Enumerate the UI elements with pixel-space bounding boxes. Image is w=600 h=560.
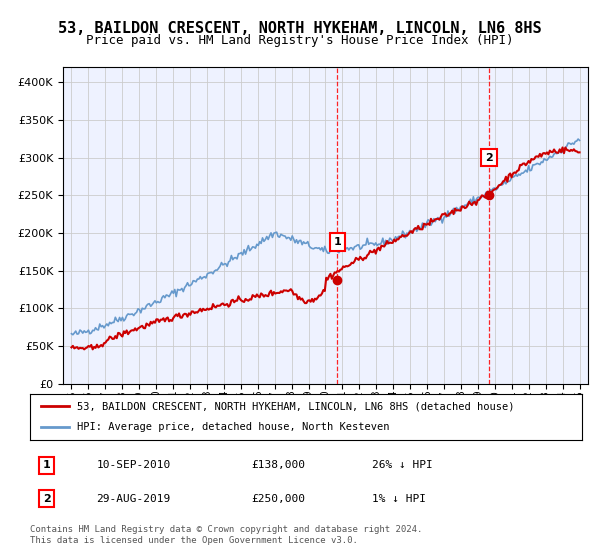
Text: 2: 2: [43, 493, 50, 503]
Text: 1: 1: [43, 460, 50, 470]
Text: 29-AUG-2019: 29-AUG-2019: [96, 493, 170, 503]
Text: 53, BAILDON CRESCENT, NORTH HYKEHAM, LINCOLN, LN6 8HS (detached house): 53, BAILDON CRESCENT, NORTH HYKEHAM, LIN…: [77, 401, 514, 411]
Text: 2: 2: [485, 153, 493, 162]
Text: 1: 1: [334, 237, 341, 247]
Text: £250,000: £250,000: [251, 493, 305, 503]
Text: Contains HM Land Registry data © Crown copyright and database right 2024.
This d: Contains HM Land Registry data © Crown c…: [30, 525, 422, 545]
Text: £138,000: £138,000: [251, 460, 305, 470]
Text: 53, BAILDON CRESCENT, NORTH HYKEHAM, LINCOLN, LN6 8HS: 53, BAILDON CRESCENT, NORTH HYKEHAM, LIN…: [58, 21, 542, 36]
Text: 10-SEP-2010: 10-SEP-2010: [96, 460, 170, 470]
Text: 26% ↓ HPI: 26% ↓ HPI: [372, 460, 433, 470]
Text: Price paid vs. HM Land Registry's House Price Index (HPI): Price paid vs. HM Land Registry's House …: [86, 34, 514, 46]
Text: HPI: Average price, detached house, North Kesteven: HPI: Average price, detached house, Nort…: [77, 422, 389, 432]
Text: 1% ↓ HPI: 1% ↓ HPI: [372, 493, 426, 503]
